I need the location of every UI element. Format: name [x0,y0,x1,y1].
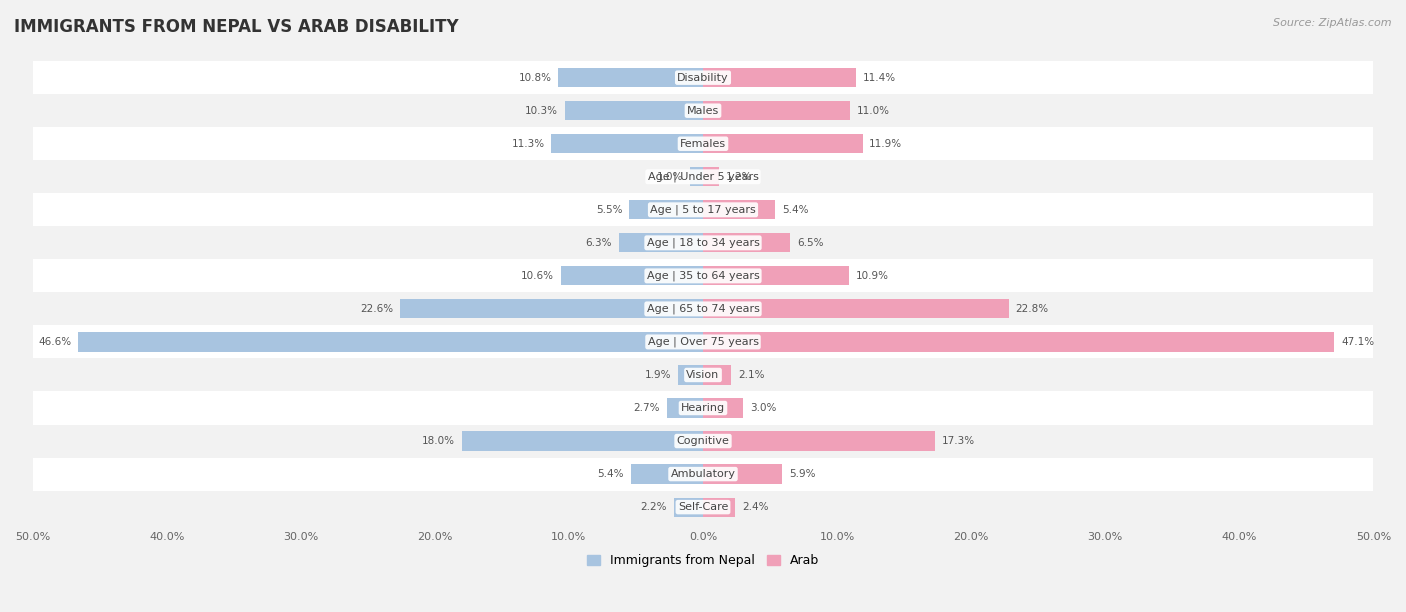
Bar [666,398,703,417]
Text: 1.9%: 1.9% [644,370,671,380]
Bar [673,498,703,517]
Bar [32,491,1374,524]
Bar [79,332,703,351]
Bar [32,293,1374,326]
Text: Age | 65 to 74 years: Age | 65 to 74 years [647,304,759,314]
Bar [551,134,703,154]
Text: Age | 5 to 17 years: Age | 5 to 17 years [650,204,756,215]
Bar [32,94,1374,127]
Text: 1.2%: 1.2% [725,172,752,182]
Text: Males: Males [688,106,718,116]
Bar [678,365,703,384]
Text: 10.6%: 10.6% [522,271,554,281]
Text: Ambulatory: Ambulatory [671,469,735,479]
Bar [703,431,935,450]
Bar [399,299,703,318]
Bar [565,101,703,121]
Bar [703,167,718,186]
Text: Age | 35 to 64 years: Age | 35 to 64 years [647,271,759,281]
Bar [32,392,1374,425]
Text: 5.5%: 5.5% [596,205,623,215]
Bar [461,431,703,450]
Text: Females: Females [681,139,725,149]
Text: Cognitive: Cognitive [676,436,730,446]
Text: 11.9%: 11.9% [869,139,903,149]
Bar [32,226,1374,259]
Bar [703,332,1334,351]
Bar [32,61,1374,94]
Bar [32,127,1374,160]
Text: Age | Under 5 years: Age | Under 5 years [648,171,758,182]
Bar [630,200,703,219]
Bar [703,68,856,88]
Text: 10.3%: 10.3% [526,106,558,116]
Bar [561,266,703,285]
Text: 1.0%: 1.0% [657,172,683,182]
Text: 6.5%: 6.5% [797,238,824,248]
Bar [32,359,1374,392]
Bar [703,101,851,121]
Bar [703,266,849,285]
Bar [32,193,1374,226]
Text: 11.4%: 11.4% [862,73,896,83]
Text: 18.0%: 18.0% [422,436,456,446]
Bar [32,326,1374,359]
Bar [703,498,735,517]
Text: 3.0%: 3.0% [749,403,776,413]
Text: Source: ZipAtlas.com: Source: ZipAtlas.com [1274,18,1392,28]
Bar [703,233,790,252]
Bar [703,398,744,417]
Bar [631,465,703,483]
Text: Vision: Vision [686,370,720,380]
Text: 22.6%: 22.6% [360,304,394,314]
Bar [558,68,703,88]
Text: 2.4%: 2.4% [742,502,769,512]
Text: Hearing: Hearing [681,403,725,413]
Text: 17.3%: 17.3% [942,436,974,446]
Text: 2.2%: 2.2% [640,502,666,512]
Text: Self-Care: Self-Care [678,502,728,512]
Bar [32,160,1374,193]
Text: 5.4%: 5.4% [782,205,808,215]
Text: 10.8%: 10.8% [519,73,551,83]
Bar [703,465,782,483]
Text: Age | 18 to 34 years: Age | 18 to 34 years [647,237,759,248]
Bar [689,167,703,186]
Text: 22.8%: 22.8% [1015,304,1049,314]
Text: 11.0%: 11.0% [858,106,890,116]
Text: 2.1%: 2.1% [738,370,765,380]
Legend: Immigrants from Nepal, Arab: Immigrants from Nepal, Arab [582,550,824,572]
Text: Age | Over 75 years: Age | Over 75 years [648,337,758,347]
Text: 10.9%: 10.9% [856,271,889,281]
Bar [703,200,775,219]
Text: Disability: Disability [678,73,728,83]
Text: 6.3%: 6.3% [585,238,612,248]
Bar [703,134,862,154]
Bar [703,299,1008,318]
Text: 46.6%: 46.6% [38,337,72,347]
Bar [32,458,1374,491]
Text: IMMIGRANTS FROM NEPAL VS ARAB DISABILITY: IMMIGRANTS FROM NEPAL VS ARAB DISABILITY [14,18,458,36]
Text: 2.7%: 2.7% [634,403,659,413]
Text: 5.4%: 5.4% [598,469,624,479]
Bar [32,259,1374,293]
Text: 47.1%: 47.1% [1341,337,1374,347]
Text: 11.3%: 11.3% [512,139,544,149]
Bar [619,233,703,252]
Bar [32,425,1374,458]
Text: 5.9%: 5.9% [789,469,815,479]
Bar [703,365,731,384]
